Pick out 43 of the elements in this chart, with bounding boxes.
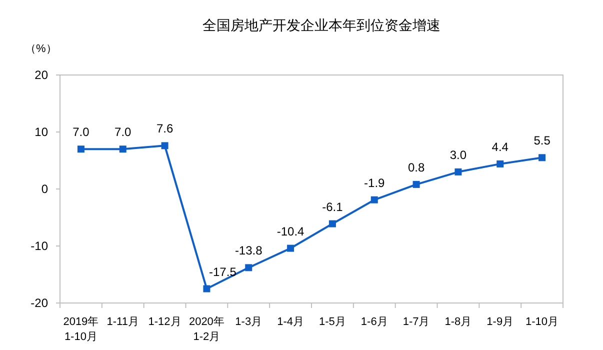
data-label: 3.0 xyxy=(450,148,467,162)
x-tick-label: 1-6月 xyxy=(360,316,388,328)
point xyxy=(77,146,84,153)
x-tick-label: 1-12月 xyxy=(148,316,182,328)
x-tick-label: 2019年 1-10月 xyxy=(63,316,99,343)
y-tick-label: 20 xyxy=(34,68,48,82)
x-tick-label: 1-8月 xyxy=(444,316,472,328)
point xyxy=(119,146,126,153)
data-label: -6.1 xyxy=(322,200,344,214)
y-tick-label: 10 xyxy=(34,125,48,139)
data-label: -13.8 xyxy=(234,244,263,258)
point xyxy=(161,142,168,150)
x-tick-label: 2020年 1-2月 xyxy=(188,316,224,343)
data-label: 5.5 xyxy=(534,134,551,148)
x-tick-label: 1-3月 xyxy=(235,316,262,328)
data-label: 7.0 xyxy=(114,125,132,140)
x-tick-label: 1-7月 xyxy=(402,316,430,328)
x-tick-label: 1-11月 xyxy=(106,316,139,328)
y-tick-label: 0 xyxy=(41,182,48,196)
chart-title: 全国房地产开发企业本年到位资金增速 xyxy=(202,17,440,33)
point xyxy=(454,168,462,176)
data-label: -17.5 xyxy=(209,264,237,279)
data-label: 4.4 xyxy=(492,140,509,154)
point xyxy=(370,196,378,204)
data-label: 7.6 xyxy=(156,122,174,136)
point xyxy=(496,160,504,168)
data-label: 0.8 xyxy=(408,160,425,174)
data-label: -10.4 xyxy=(276,224,305,238)
point xyxy=(328,220,336,228)
point xyxy=(412,180,420,188)
x-tick-label: 1-4月 xyxy=(277,316,304,328)
point xyxy=(287,244,294,252)
point xyxy=(245,264,252,272)
y-axis-title: （%） xyxy=(25,43,57,55)
point xyxy=(203,285,210,292)
data-label: 7.0 xyxy=(72,125,90,140)
point xyxy=(538,154,546,162)
y-tick-label: -20 xyxy=(30,296,48,310)
y-tick-label: -10 xyxy=(30,239,48,253)
x-tick-label: 1-9月 xyxy=(486,316,514,328)
x-tick-label: 1-5月 xyxy=(319,316,346,328)
x-tick-label: 1-10月 xyxy=(526,316,559,328)
data-label: -1.9 xyxy=(364,176,386,190)
